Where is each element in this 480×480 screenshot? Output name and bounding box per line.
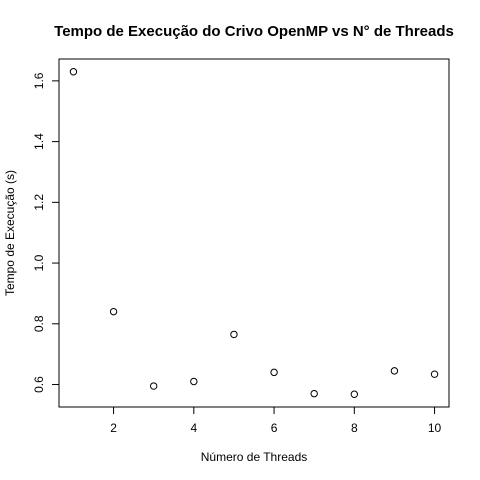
x-tick-label: 4 — [190, 421, 197, 435]
x-tick-label: 10 — [428, 421, 442, 435]
x-axis-title: Número de Threads — [201, 450, 308, 464]
y-tick-label: 1.0 — [32, 254, 46, 271]
chart-title: Tempo de Execução do Crivo OpenMP vs N° … — [54, 23, 454, 40]
data-point — [430, 370, 439, 378]
y-axis: 0.6 0.8 1.0 1.2 1.4 1.6 — [32, 72, 60, 393]
data-point — [230, 330, 238, 339]
data-point — [190, 377, 198, 386]
data-point — [310, 389, 318, 398]
x-tick-label: 6 — [271, 421, 278, 435]
y-tick-label: 1.4 — [32, 133, 46, 150]
y-tick-label: 1.6 — [32, 72, 46, 89]
data-point — [149, 382, 158, 390]
data-point — [390, 367, 399, 375]
y-tick-label: 1.2 — [32, 194, 46, 211]
y-tick-label: 0.6 — [32, 376, 46, 393]
data-points — [69, 68, 439, 398]
y-tick-label: 0.8 — [32, 315, 46, 332]
data-point — [69, 68, 78, 76]
x-axis: 2 4 6 8 10 — [110, 406, 442, 435]
data-point — [350, 390, 359, 398]
data-point — [270, 368, 278, 377]
x-tick-label: 8 — [351, 421, 358, 435]
y-axis-title: Tempo de Execução (s) — [3, 170, 17, 296]
x-tick-label: 2 — [110, 421, 117, 435]
data-point — [109, 307, 118, 316]
